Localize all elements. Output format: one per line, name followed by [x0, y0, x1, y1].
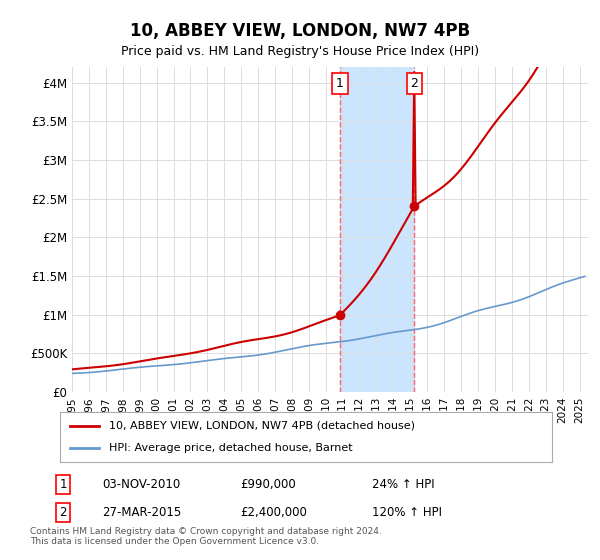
Text: 2: 2 [410, 77, 418, 90]
Text: £990,000: £990,000 [240, 478, 296, 491]
Text: 03-NOV-2010: 03-NOV-2010 [102, 478, 180, 491]
Text: 24% ↑ HPI: 24% ↑ HPI [372, 478, 434, 491]
Text: 10, ABBEY VIEW, LONDON, NW7 4PB: 10, ABBEY VIEW, LONDON, NW7 4PB [130, 22, 470, 40]
Text: 27-MAR-2015: 27-MAR-2015 [102, 506, 181, 519]
Text: 10, ABBEY VIEW, LONDON, NW7 4PB (detached house): 10, ABBEY VIEW, LONDON, NW7 4PB (detache… [109, 421, 415, 431]
Text: Price paid vs. HM Land Registry's House Price Index (HPI): Price paid vs. HM Land Registry's House … [121, 45, 479, 58]
Text: 2: 2 [59, 506, 67, 519]
Text: HPI: Average price, detached house, Barnet: HPI: Average price, detached house, Barn… [109, 443, 353, 453]
Bar [340, 67, 415, 392]
Text: 120% ↑ HPI: 120% ↑ HPI [372, 506, 442, 519]
Text: 1: 1 [336, 77, 344, 90]
Text: 1: 1 [59, 478, 67, 491]
Text: Contains HM Land Registry data © Crown copyright and database right 2024.
This d: Contains HM Land Registry data © Crown c… [30, 526, 382, 546]
Text: £2,400,000: £2,400,000 [240, 506, 307, 519]
